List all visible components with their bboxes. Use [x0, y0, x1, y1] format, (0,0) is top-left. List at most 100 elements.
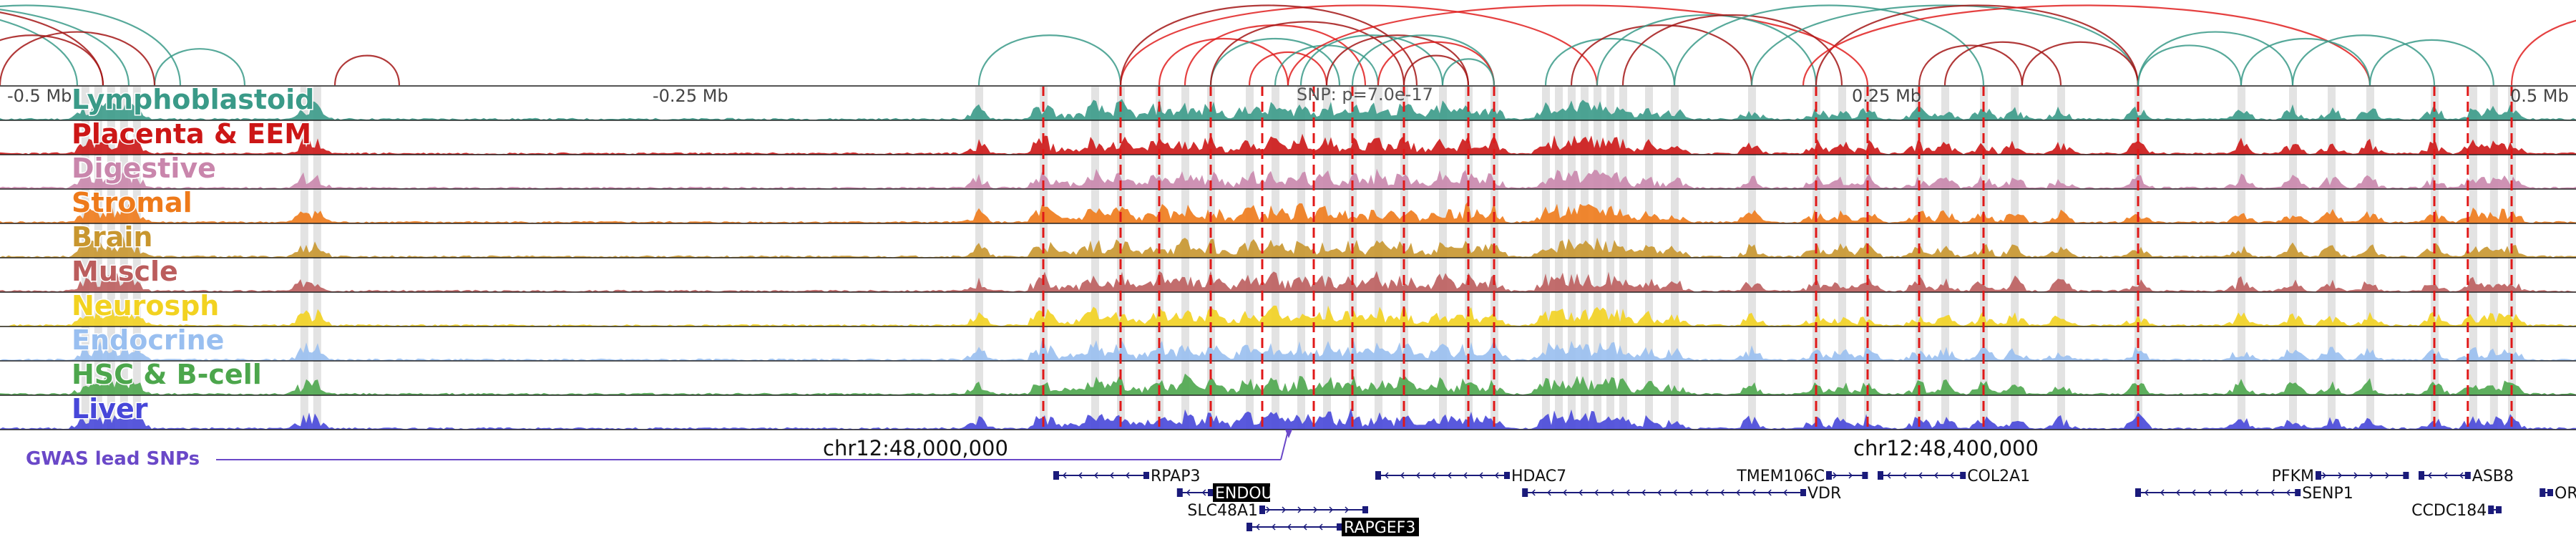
gene-exon — [1375, 471, 1381, 480]
track-label-0: Lymphoblastoid — [72, 84, 314, 115]
gene-exon — [2403, 472, 2409, 479]
gene-endou[interactable]: ENDOU — [1177, 483, 1273, 503]
gene-label-2: SLC48A1 — [1187, 502, 1258, 520]
gwas-lead-snps-label: GWAS lead SNPs — [26, 448, 200, 470]
gene-exon — [1337, 523, 1342, 531]
gene-asb8[interactable]: ASB8 — [2419, 468, 2514, 485]
track-label-8: HSC & B-cell — [72, 359, 262, 390]
gene-label-0: RPAP3 — [1151, 468, 1200, 485]
loop-arc-5 — [155, 49, 245, 86]
gene-label-6: TMEM106C — [1736, 468, 1825, 485]
track-label-5: Muscle — [72, 256, 178, 287]
gene-label-9: SENP1 — [2302, 485, 2353, 503]
gwas-panel: GWAS lead SNPs chr12:48,000,000 chr12:48… — [26, 430, 2039, 470]
gene-exon — [1522, 488, 1528, 497]
loop-arc-29 — [1752, 6, 2138, 87]
epigenome-browser: -0.5 Mb -0.25 Mb SNP: p=7.0e-17 0.25 Mb … — [0, 0, 2576, 537]
gene-tmem106c[interactable]: TMEM106C — [1736, 468, 1868, 485]
tick-label-minus-0-25: -0.25 Mb — [653, 86, 728, 106]
track-label-3: Stromal — [72, 187, 192, 218]
signal-area-track-9 — [0, 408, 2576, 430]
gene-exon — [2496, 506, 2502, 513]
gene-exon — [2540, 488, 2545, 497]
track-label-4: Brain — [72, 221, 152, 253]
signal-area-track-7 — [0, 339, 2576, 361]
chromatin-loops — [0, 6, 2576, 87]
loop-arc-24 — [1546, 39, 1674, 86]
gene-col2a1[interactable]: COL2A1 — [1878, 468, 2030, 485]
signal-area-track-4 — [0, 236, 2576, 258]
snp-pvalue-label: SNP: p=7.0e-17 — [1297, 84, 1433, 105]
gene-label-11: OR10AD1 — [2555, 485, 2576, 503]
gene-slc48a1[interactable]: SLC48A1 — [1187, 502, 1368, 520]
gene-label-7: COL2A1 — [1967, 468, 2030, 485]
loop-arc-37 — [2241, 39, 2370, 86]
track-label-7: Endocrine — [72, 324, 224, 356]
gene-exon — [1053, 471, 1059, 480]
loop-arc-10 — [1121, 6, 1417, 87]
gene-exon — [2135, 488, 2141, 497]
signal-area-track-1 — [0, 133, 2576, 155]
gene-or10ad1[interactable]: OR10AD1 — [2540, 485, 2576, 503]
gene-exon — [1208, 489, 1214, 496]
signal-area-track-2 — [0, 169, 2576, 189]
gene-exon — [1177, 488, 1183, 497]
signal-area-track-0 — [0, 99, 2576, 120]
signal-area-track-3 — [0, 200, 2576, 223]
loop-arc-40 — [2512, 15, 2576, 86]
coordinate-label-48400000: chr12:48,400,000 — [1853, 436, 2039, 460]
gene-label-12: CCDC184 — [2411, 502, 2487, 520]
loop-arc-9 — [1121, 6, 1597, 87]
gene-exon — [1504, 472, 1510, 479]
loop-arc-7 — [335, 56, 399, 86]
track-label-2: Digestive — [72, 153, 216, 184]
loop-arc-38 — [2293, 35, 2434, 86]
gene-exon — [2295, 489, 2301, 496]
track-label-6: Neurosph — [72, 290, 219, 321]
loop-arc-23 — [1288, 6, 1868, 87]
gene-exon — [2419, 471, 2424, 480]
signal-area-track-6 — [0, 306, 2576, 327]
loop-arc-8 — [979, 35, 1121, 86]
loop-arc-2 — [0, 6, 103, 87]
gene-label-3: RAPGEF3 — [1344, 519, 1415, 537]
gene-rpap3[interactable]: RPAP3 — [1053, 468, 1200, 485]
gene-pfkm[interactable]: PFKM — [2272, 468, 2409, 485]
gene-exon — [1960, 472, 1966, 479]
tick-label-minus-0-5: -0.5 Mb — [7, 86, 72, 106]
gene-label-1: ENDOU — [1215, 485, 1273, 503]
tick-label-0-5: 0.5 Mb — [2510, 86, 2569, 106]
gene-exon — [2547, 489, 2553, 496]
gene-ccdc184[interactable]: CCDC184 — [2411, 502, 2502, 520]
loop-arc-26 — [1597, 15, 1816, 86]
signal-tracks — [0, 99, 2576, 430]
gene-exon — [1259, 505, 1265, 514]
gene-exon — [1246, 523, 1252, 531]
loop-arc-11 — [1159, 39, 1288, 86]
track-label-9: Liver — [72, 393, 148, 425]
gene-exon — [2316, 471, 2321, 480]
gene-label-10: ASB8 — [2472, 468, 2514, 485]
gene-exon — [1800, 489, 1806, 496]
gene-vdr[interactable]: VDR — [1522, 485, 1841, 503]
loop-arc-1 — [0, 6, 77, 87]
gene-exon — [2465, 472, 2471, 479]
gwas-connector-riser — [1281, 431, 1288, 460]
coordinate-label-48000000: chr12:48,000,000 — [823, 436, 1008, 460]
gene-hdac7[interactable]: HDAC7 — [1375, 468, 1566, 485]
gene-exon — [2488, 505, 2494, 514]
gene-label-4: HDAC7 — [1511, 468, 1566, 485]
gene-exon — [1878, 471, 1883, 480]
position-axis: -0.5 Mb -0.25 Mb SNP: p=7.0e-17 0.25 Mb … — [0, 84, 2576, 106]
loop-arc-34 — [2022, 42, 2138, 86]
gene-label-5: VDR — [1807, 485, 1841, 503]
gene-exon — [1826, 471, 1832, 480]
loop-arc-33 — [1945, 42, 2061, 86]
gene-senp1[interactable]: SENP1 — [2135, 485, 2353, 503]
loop-arc-39 — [2370, 40, 2494, 86]
loop-arc-36 — [2138, 32, 2293, 86]
signal-area-track-5 — [0, 271, 2576, 292]
gene-rapgef3[interactable]: RAPGEF3 — [1246, 518, 1419, 537]
gene-exon — [1362, 506, 1368, 513]
